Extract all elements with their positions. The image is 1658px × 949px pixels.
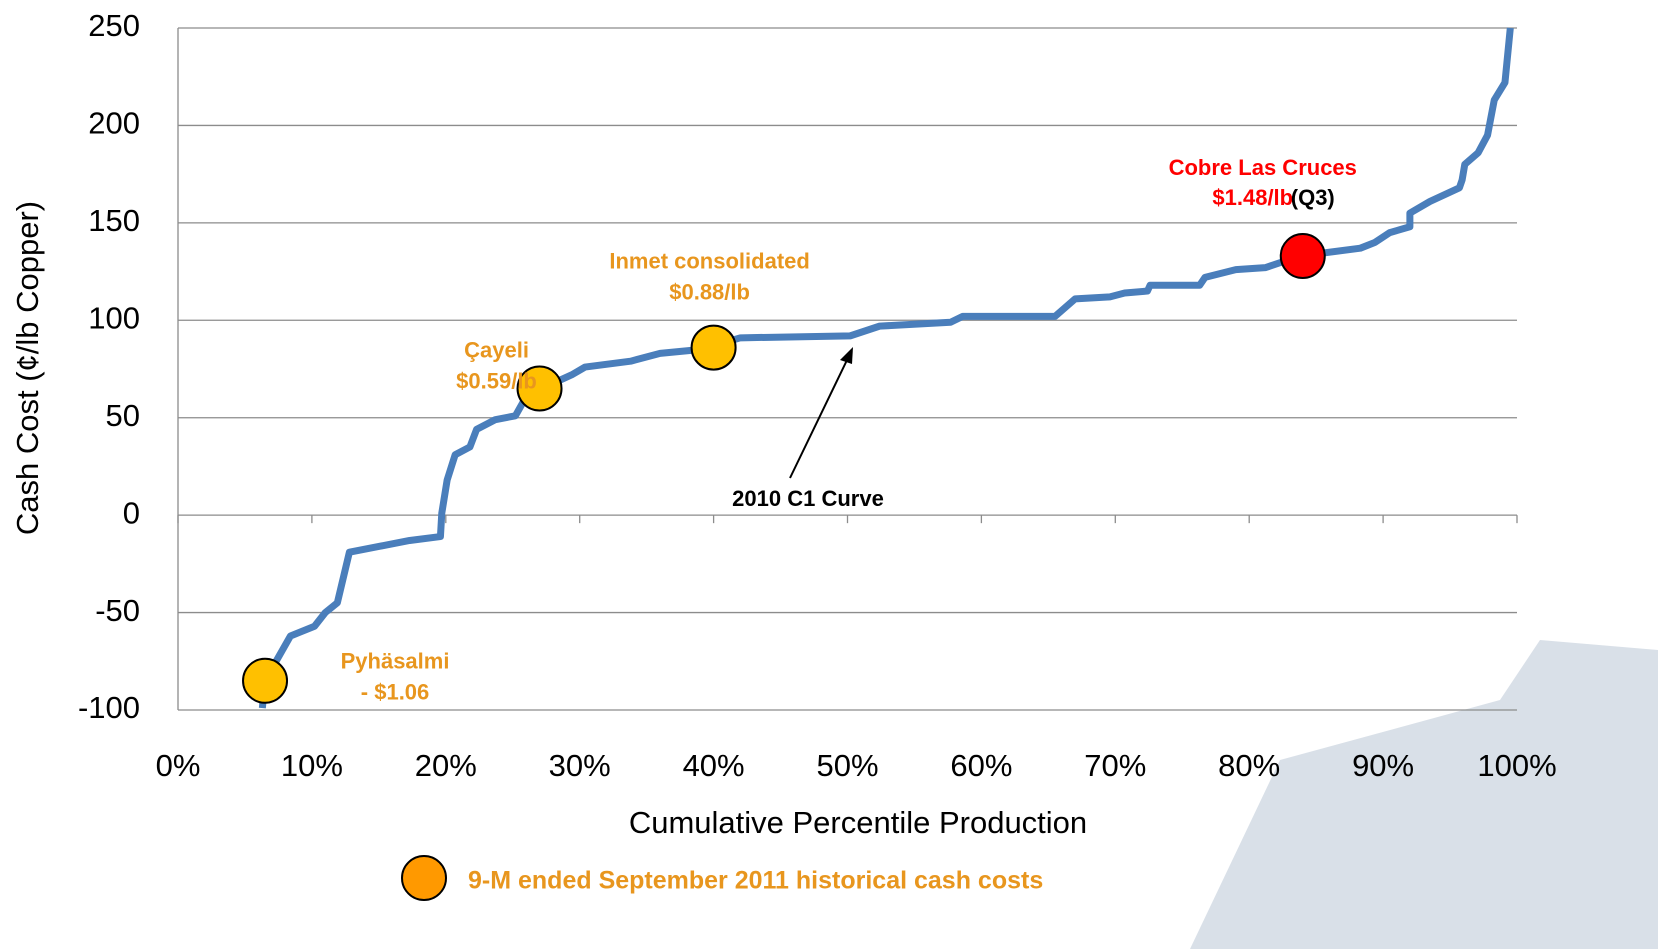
- x-tick-label: 60%: [950, 748, 1012, 783]
- marker-label: $0.88/lb: [669, 279, 750, 304]
- marker-label: Inmet consolidated: [609, 248, 809, 273]
- marker-label: Cobre Las Cruces: [1169, 155, 1357, 180]
- x-tick-label: 90%: [1352, 748, 1414, 783]
- y-tick-label: 0: [123, 495, 140, 530]
- cost-marker: [692, 326, 736, 370]
- y-tick-label: -100: [78, 690, 140, 725]
- y-tick-label: 150: [88, 203, 140, 238]
- y-tick-label: 100: [88, 300, 140, 335]
- x-tick-label: 80%: [1218, 748, 1280, 783]
- x-tick-label: 0%: [156, 748, 201, 783]
- x-tick-label: 70%: [1084, 748, 1146, 783]
- y-axis-title: Cash Cost (¢/lb Copper): [10, 201, 45, 535]
- marker-label: - $1.06: [361, 680, 430, 705]
- curve-annotation: 2010 C1 Curve: [732, 486, 884, 511]
- x-tick-label: 40%: [683, 748, 745, 783]
- x-tick-label: 30%: [549, 748, 611, 783]
- y-tick-label: 200: [88, 106, 140, 141]
- marker-label: $0.59/lb: [456, 368, 537, 393]
- x-axis-title: Cumulative Percentile Production: [629, 805, 1087, 840]
- cost-marker: [243, 659, 287, 703]
- legend-marker: [402, 856, 446, 900]
- annotation-arrowhead: [840, 347, 853, 364]
- marker-label: (Q3): [1291, 185, 1335, 210]
- marker-label: Pyhäsalmi: [341, 649, 450, 674]
- chart: Cumulative Percentile Production Cash Co…: [0, 0, 1658, 949]
- cost-curve: [262, 28, 1510, 708]
- x-tick-label: 10%: [281, 748, 343, 783]
- x-tick-label: 20%: [415, 748, 477, 783]
- x-tick-label: 50%: [816, 748, 878, 783]
- cost-marker: [1281, 234, 1325, 278]
- x-tick-label: 100%: [1477, 748, 1556, 783]
- legend-label: 9-M ended September 2011 historical cash…: [468, 867, 1043, 895]
- y-tick-label: 250: [88, 8, 140, 43]
- y-tick-label: 50: [106, 398, 140, 433]
- marker-label: $1.48/lb: [1212, 185, 1293, 210]
- marker-label: Çayeli: [464, 337, 529, 362]
- background-picture: [1190, 640, 1658, 949]
- y-tick-label: -50: [95, 593, 140, 628]
- page: {"chart_data": { "type": "line", "xlabel…: [0, 0, 1658, 949]
